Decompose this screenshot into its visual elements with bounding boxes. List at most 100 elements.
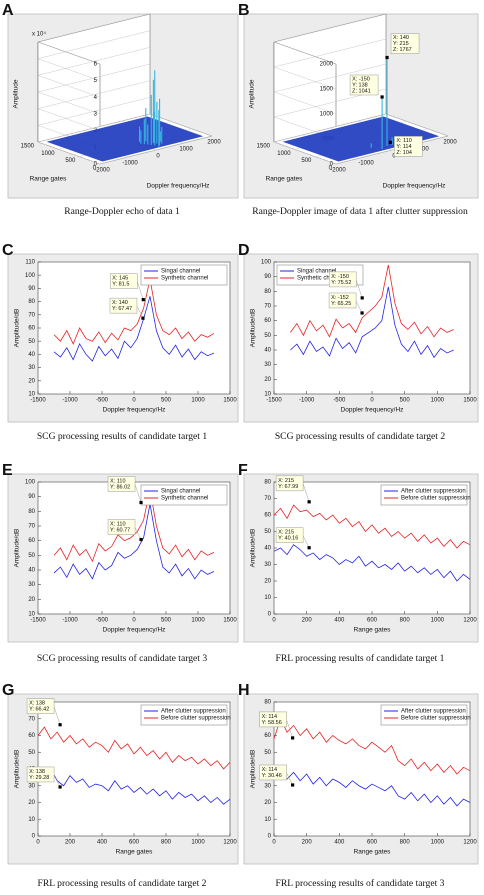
data-tip-box — [107, 519, 136, 535]
y-tick-label: 20 — [264, 377, 271, 383]
y-tick-label: 0 — [93, 166, 97, 172]
y-tick-label: 500 — [65, 158, 76, 164]
x-tick-label: 1000 — [431, 398, 445, 404]
legend-label: Synthetic channel — [161, 496, 208, 502]
legend-label: Singal channel — [161, 489, 200, 495]
data-tip-box — [349, 74, 379, 96]
caption: Range-Doppler image of data 1 after clut… — [252, 206, 468, 217]
y-tick-label: 60 — [264, 318, 271, 324]
y-tick-label: 20 — [264, 579, 271, 585]
y-tick-label: 20 — [28, 800, 35, 806]
data-tip-marker — [385, 55, 389, 60]
legend-box — [140, 484, 228, 506]
x-axis-label: Doppler frequency/Hz — [103, 407, 166, 414]
data-tip-text: Y: 215 — [393, 41, 409, 47]
x-tick-label: 500 — [161, 618, 172, 624]
x-tick-label: 1200 — [463, 618, 477, 624]
series-line — [290, 286, 454, 359]
tip-leader — [137, 281, 144, 300]
legend-box — [380, 704, 468, 726]
x-tick-label: 1000 — [191, 618, 205, 624]
data-tip-marker — [388, 140, 392, 144]
series-line — [290, 264, 454, 338]
y-axis-label: Amplitude/dB — [14, 309, 21, 348]
tip-leader — [302, 483, 310, 502]
y-tick-label: 40 — [264, 546, 271, 552]
x-tick-label: 200 — [65, 840, 76, 846]
tip-leader — [355, 300, 363, 314]
legend-label: Before clutter suppression — [401, 496, 471, 502]
data-tip-text: Y: 60.77 — [110, 527, 130, 533]
z-tick-label: 2000 — [320, 62, 334, 68]
data-tip-text: X: 138 — [29, 701, 45, 707]
grid-line — [37, 30, 151, 81]
series-line — [273, 544, 471, 582]
x-tick-label: -2000 — [94, 168, 110, 174]
data-tip-text: X: -150 — [331, 274, 349, 280]
y-tick-label: 20 — [264, 800, 271, 806]
x-axis-label: Doppler frequency/Hz — [103, 627, 166, 634]
series-line — [273, 717, 471, 775]
x-tick-label: -2000 — [330, 168, 346, 174]
x-tick-label: 0 — [272, 840, 276, 846]
z-tick-label: 6 — [94, 62, 98, 68]
data-tip-box — [394, 136, 423, 157]
x-tick-label: 500 — [400, 398, 411, 404]
y-tick-label: 90 — [28, 494, 35, 500]
grid-line — [37, 141, 101, 165]
panel-label: B — [238, 2, 250, 19]
x-tick-label: 0 — [370, 398, 374, 404]
x-tick-label: 2000 — [207, 140, 221, 146]
data-tip-text: X: 140 — [112, 300, 128, 306]
x-tick-label: 600 — [367, 618, 378, 624]
tip-leader — [286, 772, 293, 786]
y-tick-label: 70 — [28, 716, 35, 722]
x-tick-label: -1000 — [62, 618, 78, 624]
y-tick-label: 60 — [264, 513, 271, 519]
data-tip-box — [107, 476, 136, 492]
caption: FRL processing results of candidate targ… — [276, 653, 445, 664]
legend-label: Before clutter suppression — [401, 716, 471, 722]
y-tick-label: 30 — [28, 783, 35, 789]
data-tip-text: X: -152 — [331, 295, 349, 301]
tip-leader — [53, 774, 61, 788]
x-tick-label: 600 — [367, 840, 378, 846]
panel-label: F — [238, 462, 248, 479]
data-tip-marker — [307, 500, 311, 504]
y-tick-label: 20 — [28, 378, 35, 384]
x-tick-label: 1500 — [223, 398, 237, 404]
z-tick-label: 0 — [330, 162, 334, 168]
legend-label: Singal channel — [161, 269, 200, 275]
legend-label: Synthetic channel — [161, 276, 208, 282]
y-tick-label: 40 — [28, 568, 35, 574]
data-tip-text: Z: 1767 — [393, 47, 412, 53]
tip-leader — [356, 279, 363, 298]
caption: FRL processing results of candidate targ… — [276, 878, 445, 889]
x-tick-label: 800 — [400, 840, 411, 846]
data-tip-text: Z: 104 — [396, 150, 412, 156]
legend-label: Synthetic channel — [297, 276, 344, 282]
x-tick-label: 0 — [132, 618, 136, 624]
y-tick-label: 20 — [28, 597, 35, 603]
data-tip-marker — [58, 723, 62, 727]
data-tip-text: Y: 67.99 — [278, 484, 298, 490]
y-axis-label: Range gates — [266, 176, 304, 183]
panel-label: A — [2, 2, 14, 19]
legend-box — [140, 264, 228, 286]
legend-label: After clutter suppression — [161, 709, 226, 715]
y-tick-label: 50 — [264, 529, 271, 535]
series-line — [37, 768, 231, 805]
y-tick-label: 40 — [28, 352, 35, 358]
x-tick-label: -500 — [333, 398, 346, 404]
y-tick-label: 1500 — [21, 144, 35, 150]
y-tick-label: 50 — [264, 333, 271, 339]
tip-leader — [53, 706, 61, 725]
y-axis-label: Amplitude/dB — [250, 750, 257, 789]
y-tick-label: 70 — [28, 312, 35, 318]
legend-box — [140, 704, 228, 726]
tip-leader — [136, 306, 144, 319]
z-tick-label: 1000 — [320, 112, 334, 118]
caption: SCG processing results of candidate targ… — [37, 653, 208, 664]
x-tick-label: 200 — [302, 618, 313, 624]
